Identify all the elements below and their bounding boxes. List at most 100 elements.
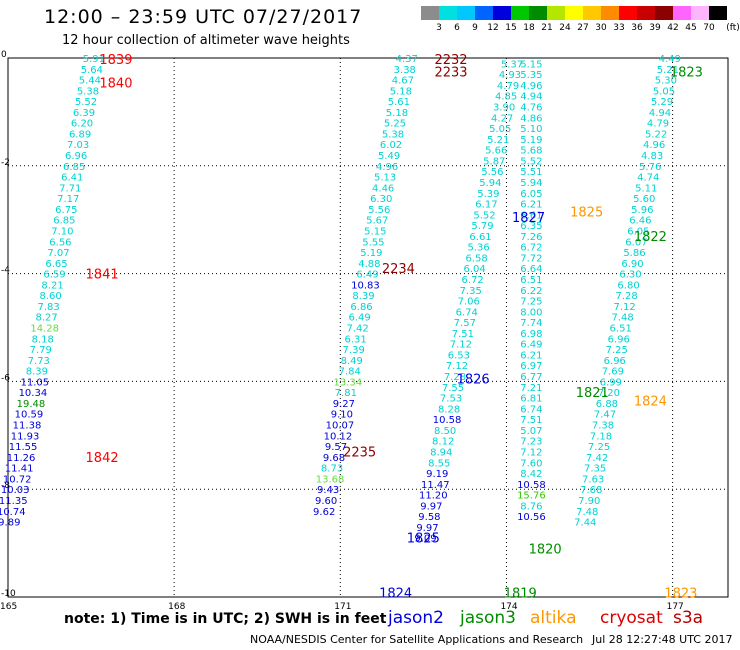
wave-height-value: 6.56 [49, 237, 71, 248]
colorbar-swatch [655, 6, 673, 20]
wave-height-value: 5.37 [501, 59, 523, 70]
pass-time-label: 1822 [634, 230, 667, 245]
wave-height-value: 5.07 [520, 426, 542, 437]
wave-height-value: 4.94 [520, 92, 542, 103]
wave-height-value: 4.88 [358, 259, 380, 270]
wave-height-value: 6.88 [596, 399, 618, 410]
legend-jason3: jason3 [460, 608, 516, 628]
wave-height-value: 5.56 [481, 167, 503, 178]
wave-height-value: 5.18 [390, 86, 412, 97]
wave-height-value: 7.12 [450, 340, 472, 351]
wave-height-value: 14.28 [30, 324, 59, 335]
y-tick-label: 0 [1, 50, 7, 60]
colorbar-label: 18 [523, 23, 535, 33]
wave-height-value: 8.73 [321, 464, 343, 475]
wave-height-value: 7.48 [576, 507, 598, 518]
colorbar-swatch [511, 6, 529, 20]
wave-height-value: 5.05 [653, 86, 675, 97]
pass-time-label: 1824 [634, 394, 667, 409]
footer-credit: NOAA/NESDIS Center for Satellite Applica… [250, 633, 584, 646]
wave-height-value: 11.47 [421, 480, 450, 491]
wave-height-value: 7.47 [594, 410, 616, 421]
colorbar-swatch [493, 6, 511, 20]
wave-height-value: 6.49 [348, 313, 370, 324]
units-note: note: 1) Time is in UTC; 2) SWH is in fe… [64, 611, 387, 627]
wave-height-value: 7.63 [582, 474, 604, 485]
wave-height-value: 5.96 [631, 205, 653, 216]
wave-height-value: 8.39 [26, 367, 48, 378]
wave-height-value: 7.60 [520, 458, 542, 469]
wave-height-value: 6.80 [617, 280, 639, 291]
wave-height-value: 5.05 [489, 124, 511, 135]
wave-height-value: 5.13 [374, 173, 396, 184]
wave-height-value: 7.21 [520, 383, 542, 394]
colorbar-swatch [637, 6, 655, 20]
colorbar-swatch [619, 6, 637, 20]
colorbar-swatch [475, 6, 493, 20]
wave-height-value: 7.26 [520, 232, 542, 243]
wave-height-value: 6.72 [462, 275, 484, 286]
colorbar-swatch [601, 6, 619, 20]
wave-height-value: 7.74 [520, 318, 542, 329]
wave-height-value: 11.20 [419, 491, 448, 502]
wave-height-value: 5.19 [360, 248, 382, 259]
wave-height-value: 11.35 [0, 496, 28, 507]
wave-height-value: 7.51 [452, 329, 474, 340]
wave-height-value: 5.79 [471, 221, 493, 232]
wave-height-value: 10.58 [517, 480, 546, 491]
wave-height-value: 5.21 [487, 135, 509, 146]
wave-height-value: 5.49 [378, 151, 400, 162]
wave-height-value: 7.84 [339, 367, 361, 378]
wave-height-value: 5.67 [366, 216, 388, 227]
wave-height-value: 6.17 [475, 200, 497, 211]
wave-height-value: 13.68 [316, 474, 345, 485]
wave-height-value: 7.07 [47, 248, 69, 259]
wave-height-value: 8.12 [432, 437, 454, 448]
colorbar-label: 27 [577, 23, 589, 33]
wave-height-value: 9.60 [315, 496, 337, 507]
wave-height-value: 7.57 [454, 318, 476, 329]
pass-time-label: 1821 [576, 386, 609, 401]
wave-height-value: 4.76 [520, 103, 542, 114]
wave-height-value: 4.85 [495, 92, 517, 103]
wave-height-value: 5.56 [368, 205, 390, 216]
wave-height-value: 7.55 [442, 383, 464, 394]
wave-height-value: 8.21 [41, 280, 63, 291]
wave-height-value: 5.61 [388, 97, 410, 108]
wave-height-value: 5.51 [520, 167, 542, 178]
wave-height-value: 8.60 [39, 291, 61, 302]
wave-height-value: 6.81 [520, 394, 542, 405]
wave-height-value: 11.55 [9, 442, 38, 453]
wave-height-value: 5.15 [364, 226, 386, 237]
wave-height-value: 6.96 [65, 151, 87, 162]
wave-height-value: 7.69 [602, 367, 624, 378]
wave-height-value: 6.86 [350, 302, 372, 313]
wave-height-value: 7.28 [615, 291, 637, 302]
wave-height-value: 9.27 [333, 399, 355, 410]
wave-height-value: 8.50 [434, 426, 456, 437]
wave-height-value: 7.83 [37, 302, 59, 313]
wave-height-value: 6.99 [600, 377, 622, 388]
wave-height-value: 10.72 [3, 474, 32, 485]
wave-height-value: 7.25 [588, 442, 610, 453]
wave-height-value: 6.85 [53, 216, 75, 227]
colorbar-swatch [529, 6, 547, 20]
wave-height-value: 6.35 [520, 221, 542, 232]
colorbar-label: 12 [487, 23, 499, 33]
wave-height-value: 5.91 [83, 54, 105, 65]
wave-height-value: 9.97 [416, 523, 438, 534]
pass-time-label: 1823 [664, 587, 697, 602]
legend-jason2: jason2 [388, 608, 444, 628]
wave-height-value: 7.68 [580, 485, 602, 496]
wave-height-value: 10.34 [19, 388, 48, 399]
wave-height-value: 9.09 [414, 534, 436, 545]
wave-height-value: 5.94 [479, 178, 501, 189]
wave-height-value: 6.53 [448, 350, 470, 361]
colorbar-label: 6 [454, 23, 460, 33]
wave-height-value: 7.53 [440, 394, 462, 405]
wave-height-value: 6.22 [520, 286, 542, 297]
pass-time-label: 1820 [529, 542, 562, 557]
wave-height-value: 5.87 [483, 156, 505, 167]
colorbar-swatch [565, 6, 583, 20]
